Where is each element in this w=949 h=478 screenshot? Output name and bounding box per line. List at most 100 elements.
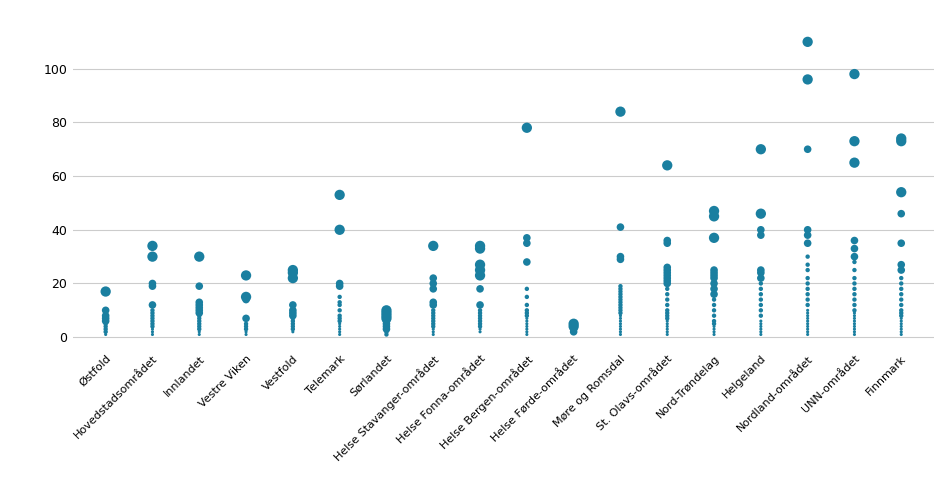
Point: [332, 326, 347, 333]
Point: [800, 280, 815, 287]
Point: [238, 320, 253, 327]
Point: [473, 266, 488, 274]
Point: [286, 312, 301, 319]
Point: [379, 323, 394, 330]
Point: [754, 210, 769, 217]
Point: [660, 237, 675, 244]
Point: [754, 331, 769, 338]
Point: [192, 301, 207, 309]
Point: [519, 312, 534, 319]
Point: [800, 306, 815, 314]
Point: [519, 320, 534, 327]
Point: [238, 293, 253, 301]
Point: [847, 253, 862, 261]
Point: [660, 285, 675, 293]
Point: [519, 306, 534, 314]
Point: [192, 306, 207, 314]
Point: [800, 226, 815, 234]
Point: [613, 309, 628, 317]
Point: [800, 266, 815, 274]
Point: [800, 309, 815, 317]
Point: [894, 315, 909, 322]
Point: [894, 291, 909, 298]
Point: [426, 328, 441, 336]
Point: [754, 326, 769, 333]
Point: [145, 280, 160, 287]
Point: [98, 326, 113, 333]
Point: [800, 317, 815, 325]
Point: [660, 320, 675, 327]
Point: [754, 285, 769, 293]
Point: [847, 280, 862, 287]
Point: [519, 326, 534, 333]
Point: [98, 320, 113, 327]
Point: [706, 312, 721, 319]
Point: [473, 312, 488, 319]
Point: [847, 296, 862, 304]
Point: [754, 269, 769, 277]
Point: [286, 315, 301, 322]
Point: [145, 242, 160, 250]
Point: [519, 317, 534, 325]
Point: [426, 331, 441, 338]
Point: [660, 306, 675, 314]
Point: [894, 296, 909, 304]
Point: [519, 331, 534, 338]
Point: [894, 306, 909, 314]
Point: [706, 317, 721, 325]
Point: [192, 304, 207, 312]
Point: [754, 280, 769, 287]
Point: [473, 320, 488, 327]
Point: [754, 323, 769, 330]
Point: [473, 328, 488, 336]
Point: [800, 274, 815, 282]
Point: [145, 320, 160, 327]
Point: [426, 285, 441, 293]
Point: [98, 317, 113, 325]
Point: [800, 328, 815, 336]
Point: [847, 306, 862, 314]
Point: [660, 317, 675, 325]
Point: [660, 277, 675, 284]
Point: [800, 261, 815, 269]
Point: [800, 76, 815, 83]
Point: [754, 328, 769, 336]
Point: [426, 317, 441, 325]
Point: [332, 191, 347, 199]
Point: [660, 312, 675, 319]
Point: [332, 282, 347, 290]
Point: [98, 315, 113, 322]
Point: [706, 269, 721, 277]
Point: [379, 331, 394, 338]
Point: [286, 323, 301, 330]
Point: [894, 320, 909, 327]
Point: [473, 306, 488, 314]
Point: [706, 213, 721, 220]
Point: [519, 301, 534, 309]
Point: [800, 323, 815, 330]
Point: [332, 331, 347, 338]
Point: [192, 309, 207, 317]
Point: [566, 323, 581, 330]
Point: [894, 285, 909, 293]
Point: [192, 326, 207, 333]
Point: [706, 234, 721, 242]
Point: [660, 266, 675, 274]
Point: [238, 326, 253, 333]
Point: [660, 162, 675, 169]
Point: [706, 296, 721, 304]
Point: [613, 315, 628, 322]
Point: [847, 245, 862, 252]
Point: [894, 312, 909, 319]
Point: [800, 315, 815, 322]
Point: [98, 328, 113, 336]
Point: [754, 306, 769, 314]
Point: [238, 272, 253, 279]
Point: [145, 315, 160, 322]
Point: [706, 272, 721, 279]
Point: [894, 266, 909, 274]
Point: [847, 70, 862, 78]
Point: [332, 293, 347, 301]
Point: [706, 266, 721, 274]
Point: [613, 293, 628, 301]
